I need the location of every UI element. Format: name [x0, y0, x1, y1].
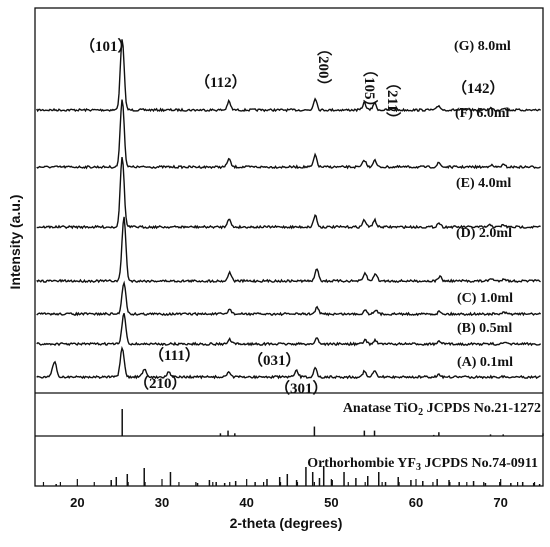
x-tick-label: 20 [70, 495, 84, 510]
x-tick-label: 60 [409, 495, 423, 510]
y-axis-title: Intensity (a.u.) [7, 195, 23, 290]
chart-labels: (G) 8.0ml (F) 6.0ml (E) 4.0ml (D) 2.0ml (C) … [80, 37, 513, 397]
miller-index-label: （101） [80, 37, 133, 55]
x-tick-label: 70 [493, 495, 507, 510]
xrd-curve-6 [36, 345, 541, 380]
sample-label: (A) 0.1ml [457, 355, 513, 370]
plot-frame [34, 7, 544, 487]
x-tick-label: 50 [324, 495, 338, 510]
sample-label: (F) 6.0ml [455, 106, 510, 121]
sample-label: (D) 2.0ml [456, 226, 512, 241]
sample-label: (G) 8.0ml [454, 39, 511, 54]
x-axis-ticks: 20 30 40 50 60 70 [42, 479, 536, 510]
miller-index-label: （105） [361, 62, 379, 115]
miller-index-label: （142） [452, 79, 505, 97]
miller-index-label: （031） [248, 351, 301, 369]
sample-label: (E) 4.0ml [456, 176, 511, 191]
miller-index-label: （301） [275, 379, 328, 397]
miller-index-label: （112） [195, 73, 247, 91]
x-axis-title: 2-theta (degrees) [230, 515, 343, 531]
xrd-curve-0 [36, 39, 542, 113]
plot-frames [34, 7, 544, 487]
xrd-curve-4 [36, 280, 542, 317]
reference-sticks [55, 409, 544, 486]
miller-index-label: （210） [134, 374, 187, 392]
xrd-curve-5 [36, 312, 542, 347]
xrd-curve-1 [36, 99, 542, 170]
reference-label-yf3: Orthorhombie YF3 JCPDS No.74-0911 [307, 456, 538, 473]
miller-index-label: （211） [384, 75, 402, 127]
xrd-curve-3 [36, 216, 541, 284]
x-tick-label: 40 [239, 495, 253, 510]
sample-label: (C) 1.0ml [457, 291, 513, 306]
xrd-curve-2 [36, 156, 541, 230]
x-tick-label: 30 [155, 495, 169, 510]
xrd-curves [36, 39, 542, 380]
miller-index-label: （111） [149, 346, 200, 364]
miller-index-label: （200） [315, 41, 333, 94]
reference-label-anatase: Anatase TiO2 JCPDS No.21-1272 [343, 401, 541, 418]
sample-label: (B) 0.5ml [457, 321, 512, 336]
